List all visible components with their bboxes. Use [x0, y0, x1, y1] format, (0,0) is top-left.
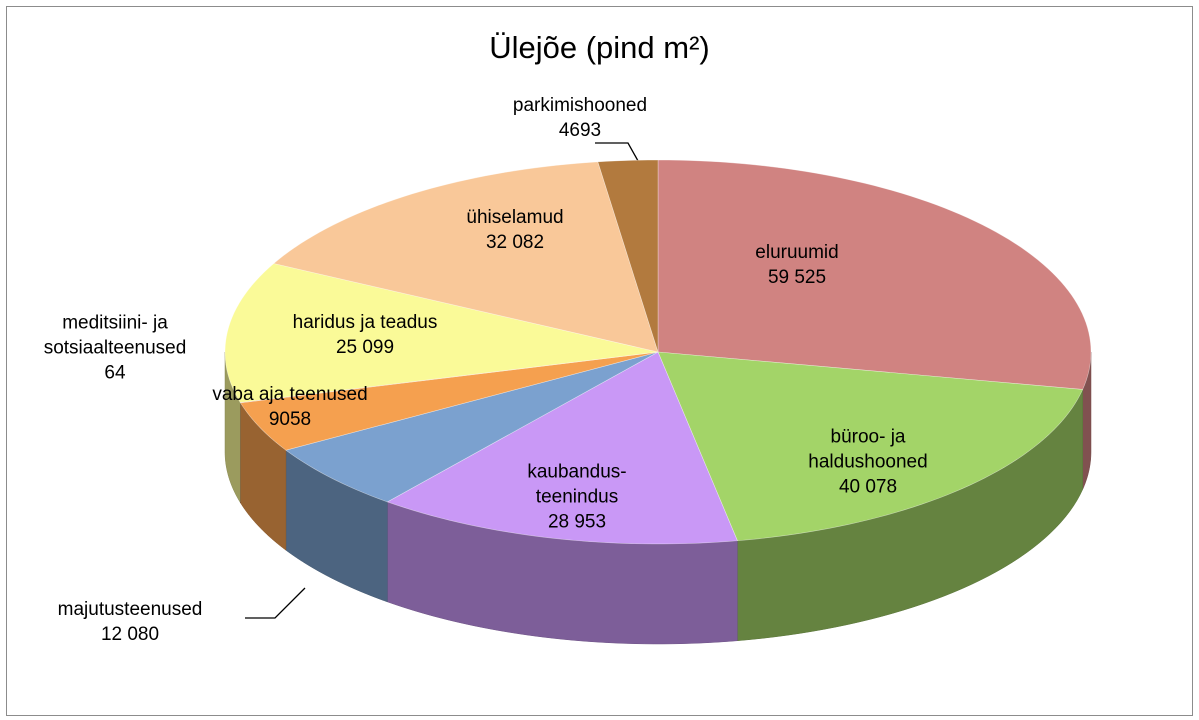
value-label: 25 099 [335, 337, 395, 358]
slice [597, 159, 659, 353]
data-label: meditsiini- ja sotsiaalteenused 64 [15, 311, 215, 386]
value-label: 64 [104, 362, 126, 384]
data-label: parkimishooned 4693 [470, 93, 690, 143]
leader-line [245, 587, 306, 619]
value-label: 12 080 [100, 624, 160, 645]
slice [239, 351, 659, 451]
data-label: kaubandus-teenindus 28 953 [517, 460, 637, 535]
category-label: ühiselamud [466, 207, 564, 228]
value-label: 28 953 [547, 511, 607, 533]
slice [273, 161, 659, 353]
value-label: 4693 [558, 120, 602, 141]
data-label: eluruumid 59 525 [697, 240, 897, 290]
category-label: haridus ja teadus [292, 312, 438, 333]
value-label: 59 525 [767, 267, 827, 288]
data-label: majutusteenused 12 080 [10, 597, 250, 647]
chart-title: Ülejõe (pind m²) [489, 30, 710, 65]
category-label: eluruumid [755, 242, 839, 263]
data-label: büroo- ja haldushooned 40 078 [793, 425, 943, 500]
value-label: 9058 [268, 409, 312, 430]
slice [386, 351, 738, 545]
category-label: majutusteenused [57, 599, 203, 620]
slice [224, 263, 659, 403]
data-label: haridus ja teadus 25 099 [255, 310, 475, 360]
category-label: büroo- ja haldushooned [808, 426, 928, 473]
category-label: vaba aja teenused [212, 384, 368, 405]
category-label: parkimishooned [512, 95, 648, 116]
category-label: meditsiini- ja sotsiaalteenused [43, 312, 187, 359]
data-label: ühiselamud 32 082 [415, 205, 615, 255]
slice [657, 159, 1092, 390]
slice [285, 351, 659, 503]
value-label: 40 078 [838, 476, 898, 498]
category-label: kaubandus-teenindus [527, 461, 627, 508]
value-label: 32 082 [485, 232, 545, 253]
data-label: vaba aja teenused 9058 [180, 382, 400, 432]
slice [657, 351, 1084, 542]
leader-line [595, 142, 643, 169]
